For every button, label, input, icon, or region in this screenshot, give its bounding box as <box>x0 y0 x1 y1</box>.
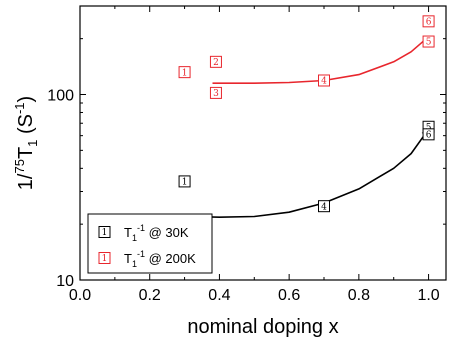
point-label: 6 <box>426 18 432 28</box>
point-label: 3 <box>213 89 219 99</box>
legend-marker <box>98 226 111 238</box>
data-point: 6 <box>422 15 435 28</box>
point-marker <box>178 175 191 188</box>
data-point: 4 <box>318 74 330 87</box>
fit-curve-1 <box>212 36 430 84</box>
y-tick-labels: 10 100 <box>47 88 74 290</box>
legend: 1 T1-1 @ 30K 1 T1-1 @ 200K <box>87 213 213 274</box>
plot-frame <box>79 5 447 281</box>
legend-marker <box>98 252 111 264</box>
legend-item: 1 T1-1 @ 30K <box>98 223 189 243</box>
point-marker <box>209 86 222 99</box>
data-point: 3 <box>209 86 222 99</box>
fit-curves <box>191 36 430 218</box>
x-tick-label: 0.4 <box>208 287 230 304</box>
x-tick-labels: 0.0 0.2 0.4 0.6 0.8 1.0 <box>69 287 440 304</box>
x-tick-label: 0.8 <box>348 287 370 304</box>
data-point: 4 <box>318 200 330 213</box>
x-axis-title: nominal doping x <box>187 316 338 338</box>
point-marker <box>422 15 435 28</box>
point-marker <box>318 74 330 87</box>
x-tick-label: 0.0 <box>69 287 91 304</box>
data-point: 1 <box>178 175 191 188</box>
data-point: 5 <box>422 35 435 48</box>
data-point: 1 <box>178 66 191 79</box>
fit-curve-0 <box>191 128 430 218</box>
point-label: 4 <box>321 77 327 87</box>
x-tick-label: 1.0 <box>417 287 439 304</box>
point-label: 5 <box>426 38 432 48</box>
axis-ticks <box>79 5 446 281</box>
point-marker <box>178 66 191 79</box>
point-label: 4 <box>321 202 327 212</box>
point-label: 1 <box>182 68 188 78</box>
point-marker <box>422 128 435 141</box>
legend-item: 1 T1-1 @ 200K <box>98 249 196 269</box>
legend-label: T1-1 @ 30K <box>124 223 189 243</box>
legend-label: T1-1 @ 200K <box>124 249 196 269</box>
legend-marker-label: 1 <box>102 254 108 264</box>
point-label: 2 <box>213 58 219 68</box>
data-point: 6 <box>422 128 435 141</box>
point-marker <box>422 35 435 48</box>
x-tick-label: 0.2 <box>139 287 161 304</box>
y-tick-label: 100 <box>47 88 74 105</box>
legend-marker-label: 1 <box>102 228 108 238</box>
point-label: 6 <box>426 131 432 141</box>
data-point: 2 <box>209 55 222 68</box>
x-tick-label: 0.6 <box>278 287 300 304</box>
point-label: 1 <box>182 178 188 188</box>
point-marker <box>318 200 330 213</box>
point-label: 5 <box>426 123 432 133</box>
point-marker <box>209 55 222 68</box>
y-axis-title: 1/75T1 (S-1) <box>12 96 40 190</box>
y-tick-label: 10 <box>56 273 74 290</box>
